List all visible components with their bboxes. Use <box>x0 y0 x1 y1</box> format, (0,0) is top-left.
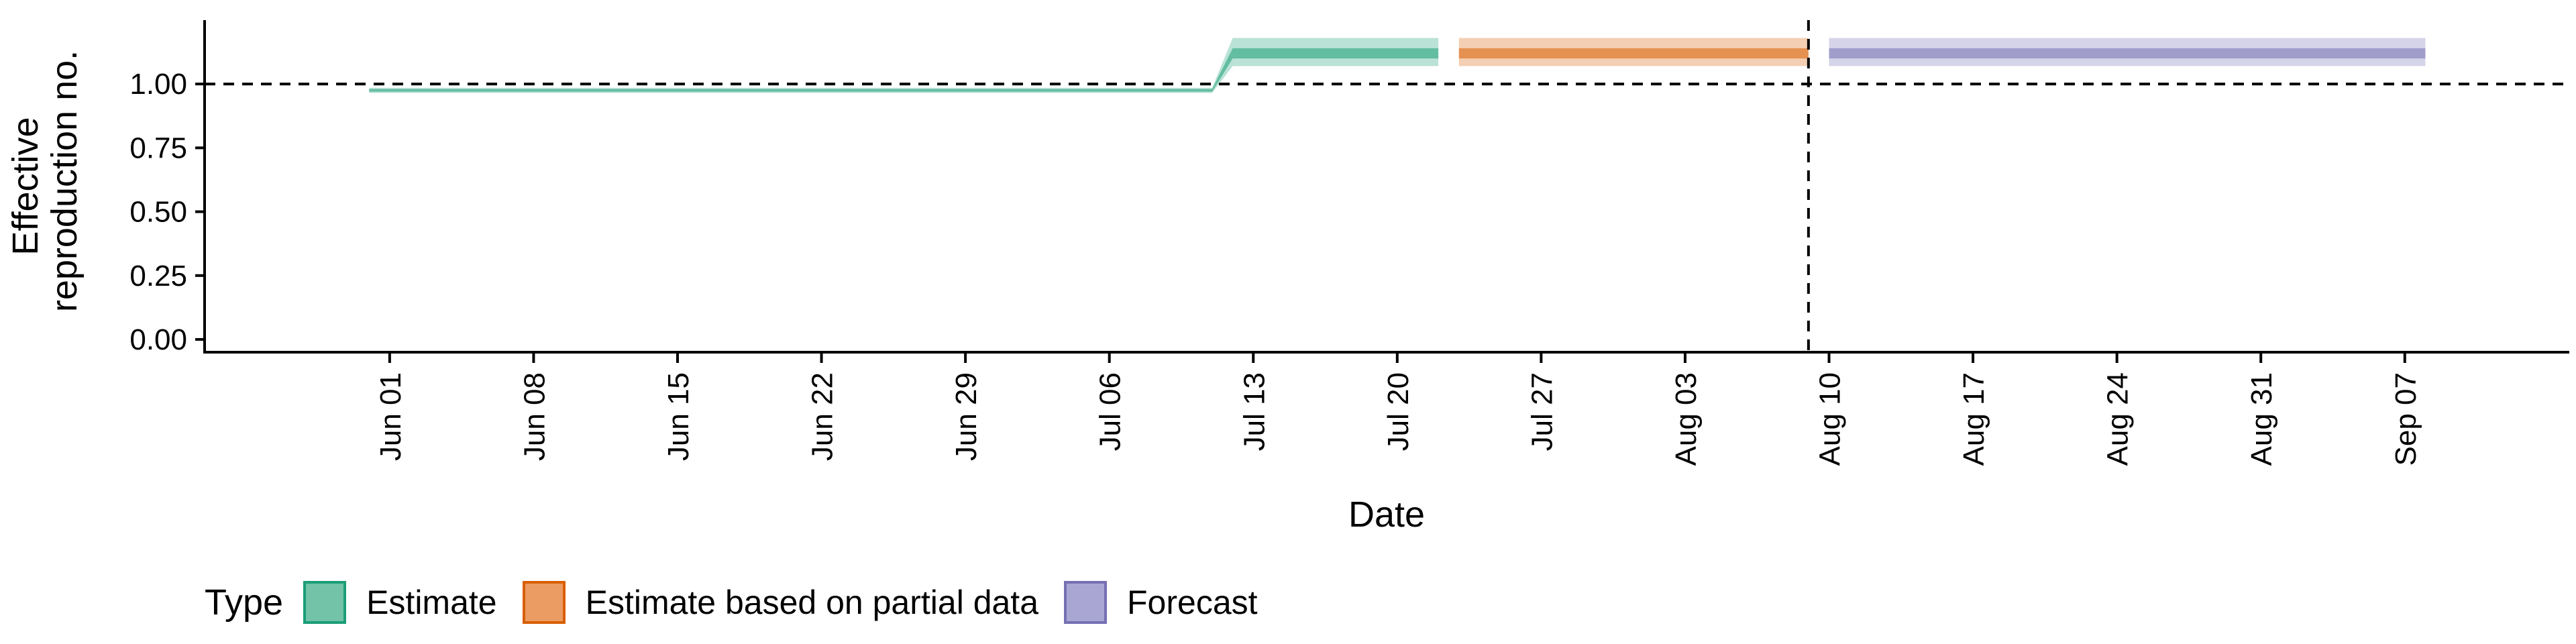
x-tick-label: Jun 29 <box>950 372 983 461</box>
x-tick-label: Aug 03 <box>1670 372 1703 466</box>
y-tick-label: 0.50 <box>129 196 187 229</box>
x-tick-label: Jul 06 <box>1094 372 1127 451</box>
legend-label-forecast: Forecast <box>1127 584 1258 621</box>
x-ticks: Jun 01 Jun 08 Jun 15 Jun 22 Jun 29 Jul 06 Jul … <box>374 352 2422 466</box>
x-tick-label: Aug 24 <box>2102 372 2135 466</box>
y-tick-label: 0.00 <box>129 323 187 356</box>
legend-label-estimate: Estimate <box>366 584 497 621</box>
x-tick-label: Jul 27 <box>1525 372 1558 451</box>
legend-title: Type <box>205 582 284 623</box>
ribbon-50-estimate <box>369 48 1439 92</box>
legend: Type Estimate Estimate based on partial … <box>205 576 1283 629</box>
x-tick-label: Jul 13 <box>1238 372 1271 451</box>
y-axis-title: Effective reproduction no. <box>5 50 85 312</box>
reference-lines <box>205 20 2569 352</box>
x-tick-label: Aug 17 <box>1957 372 1990 466</box>
y-ticks: 0.00 0.25 0.50 0.75 1.00 <box>129 68 205 356</box>
y-tick-label: 0.25 <box>129 260 187 292</box>
x-tick-label: Aug 31 <box>2245 372 2278 466</box>
x-axis-title: Date <box>1348 494 1425 535</box>
legend-item-estimate: Estimate <box>303 581 497 624</box>
x-tick-label: Jun 01 <box>374 372 407 461</box>
y-axis-title-line-2: reproduction no. <box>44 50 85 312</box>
ribbons-layer <box>369 38 2426 93</box>
y-tick-label: 0.75 <box>129 131 187 164</box>
legend-item-forecast: Forecast <box>1064 581 1258 624</box>
ribbon-50-forecast <box>1829 48 2426 59</box>
x-tick-label: Aug 10 <box>1814 372 1847 466</box>
x-tick-label: Jun 15 <box>662 372 695 461</box>
ribbon-50-estimate-based-on-partial-data <box>1458 48 1809 59</box>
legend-item-partial: Estimate based on partial data <box>522 581 1039 624</box>
legend-key-partial <box>522 581 566 624</box>
legend-key-estimate <box>303 581 347 624</box>
x-tick-label: Jul 20 <box>1382 372 1415 451</box>
x-tick-label: Jun 22 <box>806 372 839 461</box>
axes-layer <box>203 20 2569 354</box>
y-axis-title-line-1: Effective <box>5 117 46 255</box>
x-tick-label: Sep 07 <box>2390 372 2422 466</box>
x-tick-label: Jun 08 <box>518 372 551 461</box>
legend-label-partial: Estimate based on partial data <box>585 584 1039 621</box>
y-tick-label: 1.00 <box>129 68 187 101</box>
legend-key-forecast <box>1064 581 1108 624</box>
